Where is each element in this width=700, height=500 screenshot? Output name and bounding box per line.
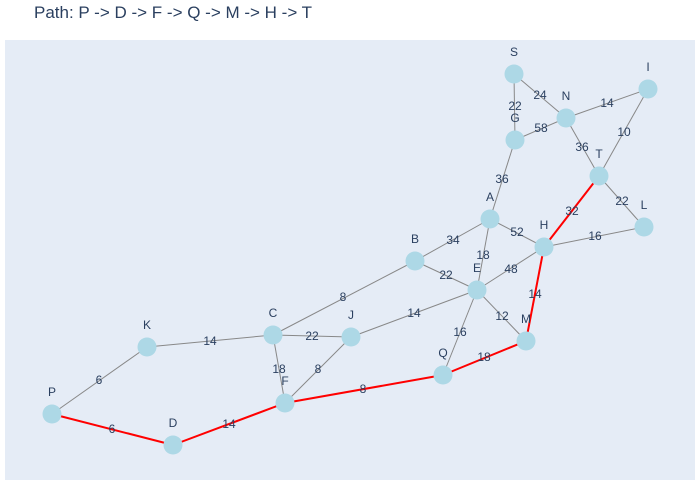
edge-weight-h-l: 16 xyxy=(588,229,602,243)
node-label-q: Q xyxy=(438,346,447,360)
node-q xyxy=(433,365,453,385)
edge-weight-a-e: 18 xyxy=(476,248,490,262)
node-n xyxy=(556,108,576,128)
node-label-m: M xyxy=(521,312,531,326)
edge-weight-m-q: 18 xyxy=(477,350,491,364)
edge-c-j xyxy=(272,334,352,338)
node-label-e: E xyxy=(473,261,481,275)
path-edge-t-h xyxy=(543,175,600,248)
edge-weight-k-p: 6 xyxy=(96,373,103,387)
edge-weight-e-m: 12 xyxy=(495,309,509,323)
edge-e-q xyxy=(442,289,478,376)
edge-weight-n-g: 58 xyxy=(534,121,548,135)
path-edge-h-m xyxy=(525,246,545,342)
edge-weight-g-a: 36 xyxy=(495,172,509,186)
path-edge-m-q xyxy=(442,340,527,376)
path-edge-p-d xyxy=(51,413,174,446)
edge-s-g xyxy=(513,73,516,141)
node-l xyxy=(634,217,654,237)
node-s xyxy=(504,64,524,84)
node-a xyxy=(480,209,500,229)
edges-layer xyxy=(51,73,649,446)
node-label-d: D xyxy=(169,416,178,430)
edge-j-f xyxy=(284,336,352,404)
path-edge-f-d xyxy=(172,402,286,446)
edge-e-m xyxy=(476,289,527,342)
edge-t-l xyxy=(598,175,645,228)
edge-h-e xyxy=(476,246,545,291)
edge-weight-c-f: 18 xyxy=(272,362,286,376)
node-m xyxy=(516,331,536,351)
node-label-i: I xyxy=(646,60,649,74)
edge-weight-j-f: 8 xyxy=(315,362,322,376)
edge-b-c xyxy=(272,260,416,336)
node-t xyxy=(589,166,609,186)
node-h xyxy=(534,237,554,257)
nodes-layer: S N I G T L A H B E M J C K Q F P D xyxy=(42,45,658,455)
edge-k-p xyxy=(51,346,148,415)
node-label-j: J xyxy=(348,308,354,322)
edge-i-t xyxy=(598,88,649,177)
edge-weight-s-n: 24 xyxy=(533,88,547,102)
node-p xyxy=(42,404,62,424)
node-d xyxy=(163,435,183,455)
edge-labels-layer: 24 22 14 58 36 10 36 22 32 52 34 18 16 48 14 22 8 12 16 14 1… xyxy=(96,88,631,436)
edge-weight-s-g: 22 xyxy=(508,99,522,113)
edge-g-a xyxy=(489,139,516,220)
edge-a-b xyxy=(414,218,491,262)
node-label-g: G xyxy=(510,111,519,125)
edge-weight-t-l: 22 xyxy=(615,194,629,208)
edge-h-l xyxy=(543,226,645,248)
edge-weight-h-m: 14 xyxy=(528,287,542,301)
edge-weight-c-k: 14 xyxy=(203,334,217,348)
edge-a-h xyxy=(489,218,545,248)
plot-background xyxy=(5,40,695,480)
edge-e-j xyxy=(350,289,478,338)
path-edge-f-q xyxy=(284,374,444,404)
node-k xyxy=(137,337,157,357)
node-label-c: C xyxy=(269,306,278,320)
node-j xyxy=(341,327,361,347)
node-label-n: N xyxy=(562,89,571,103)
node-label-h: H xyxy=(540,218,549,232)
node-label-b: B xyxy=(411,232,419,246)
edge-c-k xyxy=(146,334,274,348)
node-label-f: F xyxy=(281,374,288,388)
node-f xyxy=(275,393,295,413)
edge-weight-e-q: 16 xyxy=(453,325,467,339)
edge-n-i xyxy=(565,88,649,119)
edge-weight-h-e: 48 xyxy=(504,262,518,276)
edge-weight-f-d: 14 xyxy=(222,417,236,431)
edge-b-e xyxy=(414,260,478,291)
edge-weight-i-t: 10 xyxy=(617,125,631,139)
edge-s-n xyxy=(513,73,567,119)
edge-weight-n-i: 14 xyxy=(600,96,614,110)
edge-weight-a-b: 34 xyxy=(446,233,460,247)
edge-weight-e-j: 14 xyxy=(407,306,421,320)
node-label-k: K xyxy=(143,318,151,332)
node-c xyxy=(263,325,283,345)
node-g xyxy=(505,130,525,150)
node-label-t: T xyxy=(595,147,603,161)
edge-c-f xyxy=(272,334,286,404)
node-label-p: P xyxy=(48,385,56,399)
node-b xyxy=(405,251,425,271)
edge-a-e xyxy=(476,218,491,291)
edge-weight-f-q: 8 xyxy=(360,382,367,396)
node-i xyxy=(638,79,658,99)
node-label-s: S xyxy=(510,45,518,59)
edge-weight-b-c: 8 xyxy=(340,290,347,304)
edge-weight-c-j: 22 xyxy=(305,329,319,343)
node-e xyxy=(467,280,487,300)
node-label-a: A xyxy=(486,190,494,204)
edge-weight-t-h: 32 xyxy=(565,204,579,218)
edge-weight-n-t: 36 xyxy=(575,140,589,154)
edge-n-t xyxy=(565,117,600,177)
edge-weight-b-e: 22 xyxy=(439,268,453,282)
node-label-l: L xyxy=(641,198,648,212)
edge-weight-a-h: 52 xyxy=(510,225,524,239)
path-title: Path: P -> D -> F -> Q -> M -> H -> T xyxy=(34,3,313,22)
edge-weight-p-d: 6 xyxy=(109,422,116,436)
